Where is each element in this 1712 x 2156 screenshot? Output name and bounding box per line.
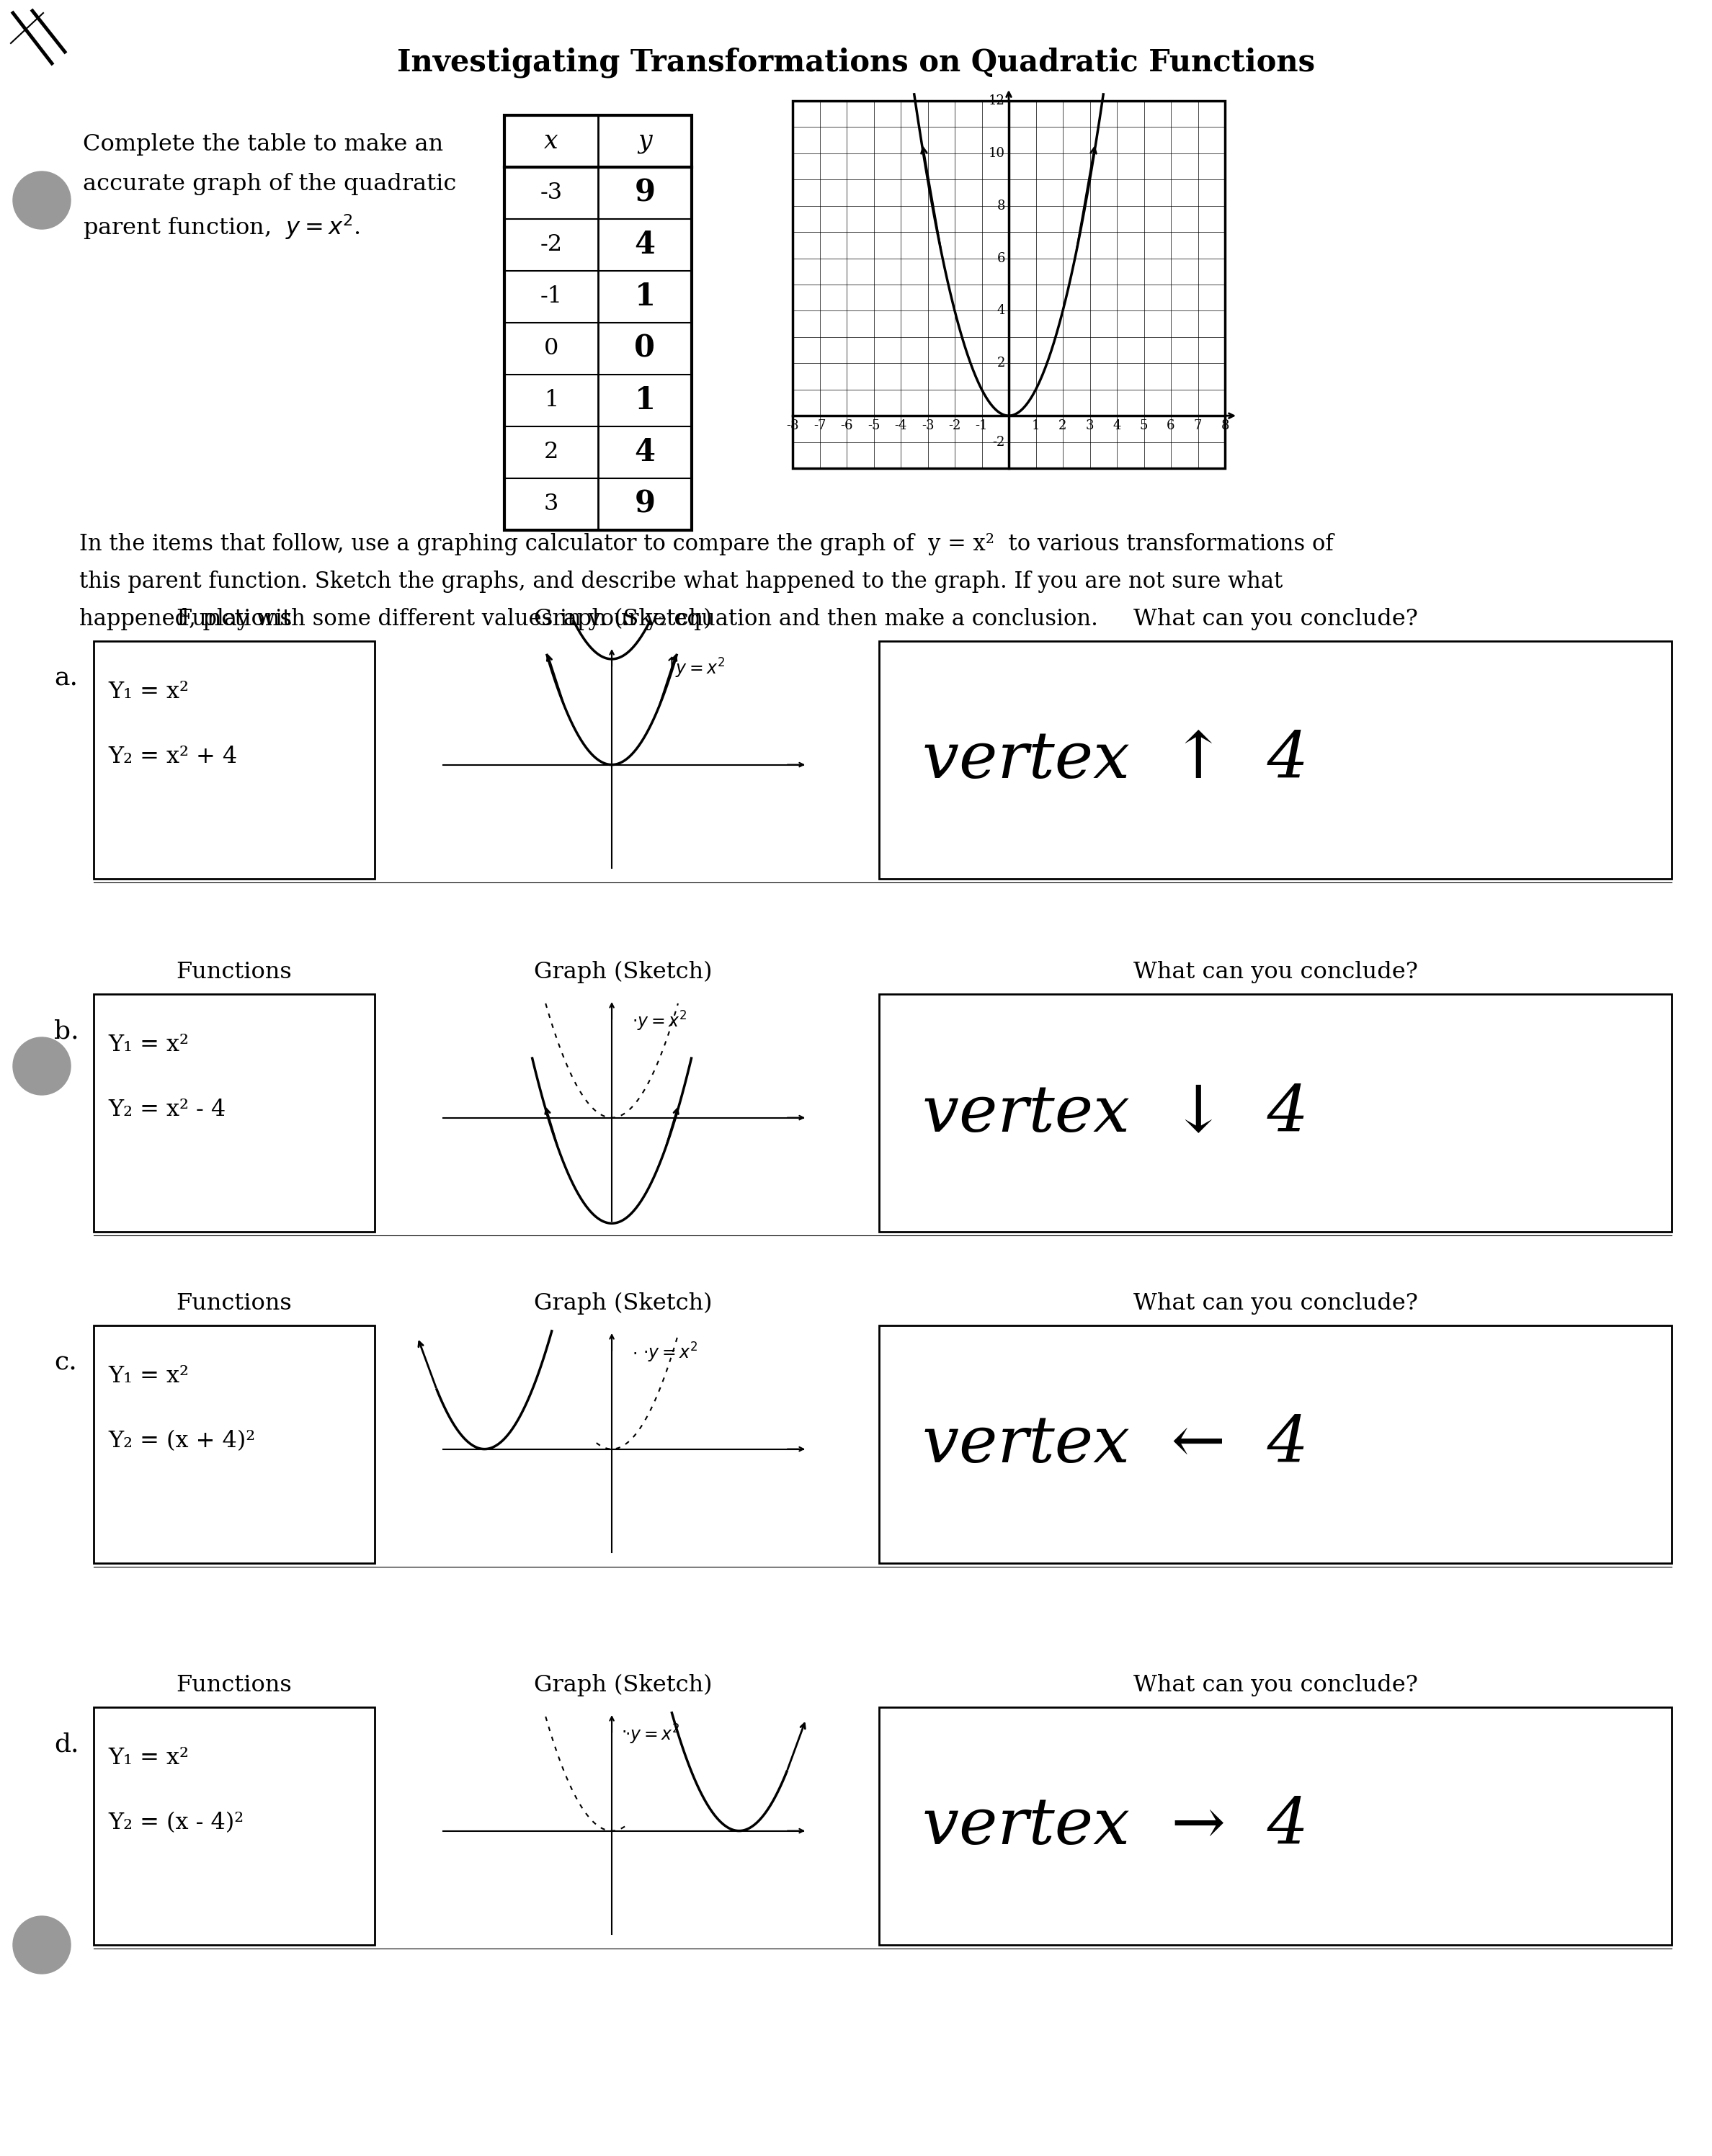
Text: Graph (Sketch): Graph (Sketch) xyxy=(534,962,712,983)
Text: 5: 5 xyxy=(1140,420,1149,433)
Text: What can you conclude?: What can you conclude? xyxy=(1133,1291,1418,1315)
Text: Functions: Functions xyxy=(176,1673,293,1697)
Text: What can you conclude?: What can you conclude? xyxy=(1133,962,1418,983)
Text: 6: 6 xyxy=(1168,420,1174,433)
Text: Y₂ = (x - 4)²: Y₂ = (x - 4)² xyxy=(108,1811,243,1835)
Text: 1: 1 xyxy=(635,386,656,416)
Text: -5: -5 xyxy=(868,420,880,433)
Text: -3: -3 xyxy=(921,420,935,433)
Text: $\cdot$: $\cdot$ xyxy=(632,1345,637,1360)
Text: Graph (Sketch): Graph (Sketch) xyxy=(534,1673,712,1697)
Text: Y₂ = x² - 4: Y₂ = x² - 4 xyxy=(108,1100,226,1121)
Text: $y = x^2$: $y = x^2$ xyxy=(675,658,726,679)
Text: -6: -6 xyxy=(841,420,853,433)
Text: 0: 0 xyxy=(544,338,558,360)
Circle shape xyxy=(14,1917,70,1973)
Text: 1: 1 xyxy=(635,282,656,313)
Text: 8: 8 xyxy=(996,198,1005,211)
Text: -2: -2 xyxy=(993,436,1005,448)
Text: a.: a. xyxy=(55,666,77,690)
Text: -3: -3 xyxy=(539,181,563,205)
Text: 3: 3 xyxy=(1085,420,1094,433)
Text: Y₂ = x² + 4: Y₂ = x² + 4 xyxy=(108,746,238,768)
Text: accurate graph of the quadratic: accurate graph of the quadratic xyxy=(82,172,457,196)
Bar xyxy=(94,1708,375,1945)
Text: Y₁ = x²: Y₁ = x² xyxy=(108,681,188,703)
Text: Y₂ = (x + 4)²: Y₂ = (x + 4)² xyxy=(108,1429,255,1453)
Text: c.: c. xyxy=(55,1350,77,1376)
Text: vertex  ←  4: vertex ← 4 xyxy=(923,1412,1308,1475)
Text: 1: 1 xyxy=(544,390,558,412)
Text: 4: 4 xyxy=(1113,420,1121,433)
Bar xyxy=(94,640,375,880)
Text: Y₁ = x²: Y₁ = x² xyxy=(108,1033,188,1056)
Text: 4: 4 xyxy=(635,438,656,468)
Circle shape xyxy=(14,172,70,229)
Text: $\uparrow$: $\uparrow$ xyxy=(661,658,678,673)
Bar xyxy=(94,994,375,1231)
Text: Investigating Transformations on Quadratic Functions: Investigating Transformations on Quadrat… xyxy=(397,47,1315,78)
Text: 1: 1 xyxy=(1032,420,1039,433)
Bar xyxy=(793,101,1224,468)
Text: $\cdot y = x^2$: $\cdot y = x^2$ xyxy=(625,1723,680,1746)
Text: -2: -2 xyxy=(539,233,563,257)
Text: What can you conclude?: What can you conclude? xyxy=(1133,1673,1418,1697)
Bar xyxy=(94,1326,375,1563)
Text: 6: 6 xyxy=(996,252,1005,265)
Text: this parent function. Sketch the graphs, and describe what happened to the graph: this parent function. Sketch the graphs,… xyxy=(79,571,1282,593)
Text: Functions: Functions xyxy=(176,962,293,983)
Text: vertex  ↑  4: vertex ↑ 4 xyxy=(923,729,1308,791)
Text: $\cdot y = x^2$: $\cdot y = x^2$ xyxy=(642,1341,698,1365)
Text: 2: 2 xyxy=(544,442,558,464)
Text: 9: 9 xyxy=(635,179,656,209)
Text: -1: -1 xyxy=(539,285,562,308)
Text: -8: -8 xyxy=(786,420,800,433)
Text: Y₁ = x²: Y₁ = x² xyxy=(108,1746,188,1770)
Text: 10: 10 xyxy=(988,147,1005,160)
Text: $\cdot$: $\cdot$ xyxy=(621,1723,627,1740)
Bar xyxy=(878,640,1671,880)
Text: 3: 3 xyxy=(544,494,558,515)
Text: 9: 9 xyxy=(635,489,656,520)
Text: 2: 2 xyxy=(996,356,1005,369)
Text: -1: -1 xyxy=(976,420,988,433)
Circle shape xyxy=(14,1037,70,1095)
Text: Functions: Functions xyxy=(176,608,293,630)
Text: y: y xyxy=(639,129,652,153)
Bar xyxy=(878,1326,1671,1563)
Bar xyxy=(878,994,1671,1231)
Text: x: x xyxy=(544,129,558,153)
Text: What can you conclude?: What can you conclude? xyxy=(1133,608,1418,630)
Text: 4: 4 xyxy=(996,304,1005,317)
Text: -4: -4 xyxy=(894,420,907,433)
Text: 7: 7 xyxy=(1193,420,1202,433)
Text: happened, play with some different values in your y₂ equation and then make a co: happened, play with some different value… xyxy=(79,608,1097,630)
Text: vertex  →  4: vertex → 4 xyxy=(923,1794,1308,1856)
Text: 2: 2 xyxy=(1058,420,1067,433)
Text: In the items that follow, use a graphing calculator to compare the graph of  y =: In the items that follow, use a graphing… xyxy=(79,533,1334,556)
Text: 0: 0 xyxy=(635,334,656,364)
Text: Y₁ = x²: Y₁ = x² xyxy=(108,1365,188,1388)
Bar xyxy=(505,114,692,530)
Text: Graph (Sketch): Graph (Sketch) xyxy=(534,608,712,630)
Text: 12: 12 xyxy=(988,95,1005,108)
Text: $\cdot y = x^2$: $\cdot y = x^2$ xyxy=(632,1009,687,1033)
Text: -7: -7 xyxy=(813,420,825,433)
Text: Graph (Sketch): Graph (Sketch) xyxy=(534,1291,712,1315)
Text: Functions: Functions xyxy=(176,1291,293,1315)
Text: parent function,  $y = x^2$.: parent function, $y = x^2$. xyxy=(82,213,360,241)
Text: -2: -2 xyxy=(948,420,960,433)
Text: 4: 4 xyxy=(635,231,656,261)
Text: vertex  ↓  4: vertex ↓ 4 xyxy=(923,1082,1308,1145)
Text: Complete the table to make an: Complete the table to make an xyxy=(82,134,443,155)
Bar xyxy=(878,1708,1671,1945)
Text: 8: 8 xyxy=(1221,420,1229,433)
Text: b.: b. xyxy=(55,1020,79,1044)
Text: d.: d. xyxy=(55,1733,79,1757)
